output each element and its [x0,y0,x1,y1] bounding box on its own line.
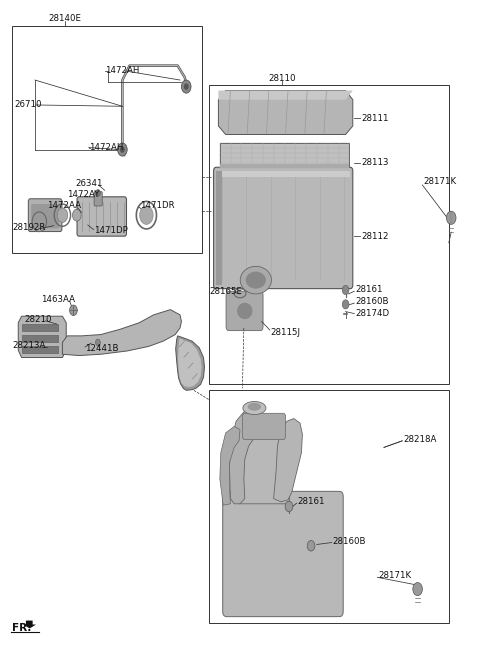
Text: 28171K: 28171K [378,571,411,581]
Text: 28112: 28112 [361,232,388,241]
Polygon shape [18,316,66,358]
Text: 1471DP: 1471DP [94,226,128,236]
Text: 28140E: 28140E [48,14,81,23]
Text: 28161: 28161 [298,497,325,506]
Circle shape [285,501,293,512]
Text: 28115J: 28115J [270,328,300,337]
Text: FR.: FR. [12,623,31,633]
Text: 28174D: 28174D [355,309,389,318]
Polygon shape [176,336,204,390]
Circle shape [342,300,349,309]
Text: 28213A: 28213A [12,341,46,350]
Text: 28160B: 28160B [333,537,366,546]
Circle shape [96,190,100,196]
Text: 12441B: 12441B [85,344,119,353]
Text: 28192R: 28192R [12,223,46,232]
Ellipse shape [246,272,266,289]
FancyBboxPatch shape [214,167,353,289]
Polygon shape [220,426,240,505]
Text: 28110: 28110 [268,74,296,83]
Bar [209,390,449,623]
Bar [216,171,350,177]
FancyBboxPatch shape [28,199,62,232]
Polygon shape [274,419,302,502]
Text: 1471DR: 1471DR [140,201,175,211]
Text: 26341: 26341 [76,179,103,188]
FancyBboxPatch shape [236,434,289,504]
Circle shape [413,583,422,596]
Text: 28165E: 28165E [209,287,242,296]
Bar [22,324,58,331]
FancyBboxPatch shape [31,204,59,228]
Circle shape [120,146,125,153]
Bar [220,143,349,168]
FancyBboxPatch shape [226,291,263,331]
Text: 1472AH: 1472AH [105,66,139,75]
Circle shape [96,339,100,346]
Polygon shape [218,91,353,134]
Circle shape [57,208,68,222]
Text: 28210: 28210 [24,315,51,324]
Ellipse shape [248,403,261,411]
FancyBboxPatch shape [77,197,126,236]
Polygon shape [62,310,181,356]
Circle shape [140,206,153,224]
Text: 28113: 28113 [361,158,388,167]
FancyBboxPatch shape [94,192,102,206]
Ellipse shape [237,302,252,319]
Bar [12,26,202,253]
Text: 1472AH: 1472AH [89,143,123,152]
Bar [216,171,222,285]
Text: 1472AA: 1472AA [47,201,81,211]
Text: 28160B: 28160B [355,297,389,306]
Circle shape [342,285,349,295]
Text: 28111: 28111 [361,113,388,123]
Circle shape [118,143,127,156]
Circle shape [184,83,189,90]
Circle shape [307,541,315,551]
Ellipse shape [240,266,272,294]
Text: 1472AY: 1472AY [67,190,100,199]
Text: 1463AA: 1463AA [41,295,75,304]
Ellipse shape [243,401,266,415]
Polygon shape [178,338,202,387]
Text: 26710: 26710 [14,100,42,110]
Polygon shape [23,621,36,628]
Text: 28161: 28161 [355,285,383,295]
Bar [22,335,58,342]
Circle shape [446,211,456,224]
Circle shape [70,305,77,316]
Circle shape [72,209,81,221]
FancyBboxPatch shape [242,413,286,440]
Bar [209,85,449,384]
Polygon shape [218,91,353,100]
Bar [22,346,58,353]
Polygon shape [229,409,259,504]
Circle shape [181,80,191,93]
Bar [220,164,349,168]
FancyBboxPatch shape [223,491,343,617]
Text: 28171K: 28171K [423,177,456,186]
Text: 28218A: 28218A [403,435,437,444]
